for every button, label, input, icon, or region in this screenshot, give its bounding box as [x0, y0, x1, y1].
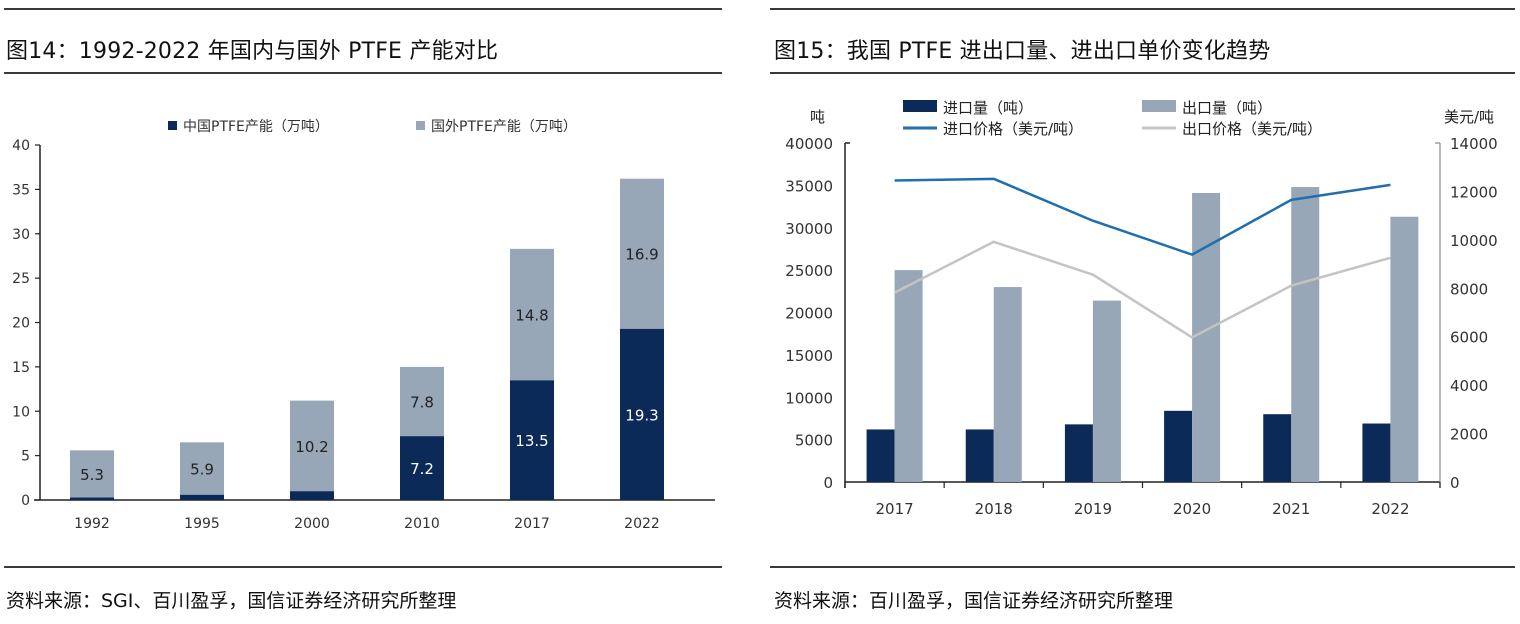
y-tick-label: 35 [12, 182, 30, 198]
bar-import-volume [1362, 423, 1391, 482]
data-label-china: 19.3 [625, 406, 658, 424]
left-axis-unit: 吨 [810, 108, 825, 126]
x-tick-label: 2017 [875, 500, 913, 518]
bar-foreign [620, 178, 664, 329]
top-rule [770, 8, 1515, 10]
bar-china [290, 491, 334, 500]
bar-china [180, 494, 224, 500]
x-tick-label: 2021 [1272, 500, 1310, 518]
legend-label: 国外PTFE产能（万吨） [431, 119, 577, 135]
right-y-tick-label: 6000 [1450, 329, 1488, 347]
bar-export-volume [1092, 300, 1121, 482]
data-label-foreign: 16.9 [625, 246, 658, 264]
left-y-tick-label: 0 [823, 474, 833, 492]
data-label-foreign: 7.8 [410, 393, 434, 411]
bar-import-volume [965, 429, 994, 482]
right-y-tick-label: 2000 [1450, 426, 1488, 444]
legend-label: 进口量（吨） [943, 99, 1033, 117]
y-tick-label: 25 [12, 271, 30, 287]
legend-swatch [168, 121, 177, 130]
right-y-tick-label: 0 [1450, 474, 1460, 492]
left-y-tick-label: 20000 [785, 305, 833, 323]
bar-china [620, 328, 664, 500]
top-rule [4, 8, 722, 10]
title-rule [770, 72, 1515, 74]
bar-import-volume [1064, 424, 1093, 482]
x-tick-label: 2019 [1074, 500, 1112, 518]
bar-foreign [180, 442, 224, 495]
bar-import-volume [866, 429, 895, 482]
x-tick-label: 1992 [74, 516, 110, 532]
data-label-foreign: 14.8 [515, 307, 548, 325]
data-label-foreign: 5.3 [80, 466, 104, 484]
figure-title: 图14：1992-2022 年国内与国外 PTFE 产能对比 [6, 39, 499, 64]
x-tick-label: 2018 [975, 500, 1013, 518]
trade-volume-price-chart: 0500010000150002000025000300003500040000… [785, 99, 1498, 518]
capacity-stacked-bar-chart: 0 5 10 15 20 25 30 35 40 中国PTFE产能（万吨） 国外PTFE产能（万吨）… [12, 119, 715, 532]
left-y-tick-label: 40000 [785, 135, 833, 153]
legend-label: 进口价格（美元/吨） [943, 120, 1083, 138]
x-tick-label: 1995 [184, 516, 220, 532]
figure-source: 资料来源：百川盈孚，国信证券经济研究所整理 [774, 590, 1174, 612]
x-tick-label: 2000 [294, 516, 330, 532]
left-y-tick-label: 15000 [785, 347, 833, 365]
bar-china [510, 380, 554, 500]
x-tick-label: 2020 [1173, 500, 1211, 518]
data-label-foreign: 5.9 [190, 460, 214, 478]
data-label-china: 7.2 [410, 460, 434, 478]
bottom-rule [770, 566, 1515, 568]
bar-export-volume [993, 287, 1022, 482]
left-y-tick-label: 25000 [785, 262, 833, 280]
bar-china [70, 497, 114, 500]
bar-china [400, 436, 444, 500]
right-y-tick-label: 14000 [1450, 135, 1498, 153]
bar-export-volume [1291, 187, 1320, 482]
left-y-tick-label: 35000 [785, 177, 833, 195]
y-tick-label: 20 [12, 316, 30, 332]
left-y-tick-label: 30000 [785, 220, 833, 238]
legend-label: 出口量（吨） [1182, 99, 1272, 117]
bar-export-volume [1390, 216, 1419, 483]
right-y-tick-label: 12000 [1450, 183, 1498, 201]
y-tick-label: 10 [12, 404, 30, 420]
y-tick-label: 40 [12, 138, 30, 154]
left-y-tick-label: 5000 [795, 432, 833, 450]
figure-source: 资料来源：SGI、百川盈孚，国信证券经济研究所整理 [6, 590, 457, 612]
bar-import-volume [1164, 410, 1193, 482]
y-tick-label: 30 [12, 227, 30, 243]
legend-label: 中国PTFE产能（万吨） [183, 119, 329, 135]
legend-swatch [903, 100, 937, 112]
bar-foreign [510, 248, 554, 381]
bar-export-volume [894, 270, 923, 482]
export-price-line [894, 240, 1391, 339]
x-tick-label: 2022 [1371, 500, 1409, 518]
right-y-tick-label: 4000 [1450, 377, 1488, 395]
title-rule [4, 72, 722, 74]
bar-foreign [400, 366, 444, 437]
bar-export-volume [1192, 193, 1221, 482]
legend-swatch [416, 121, 425, 130]
right-axis-unit: 美元/吨 [1444, 108, 1494, 126]
legend-swatch [1142, 100, 1176, 112]
figure-title: 图15：我国 PTFE 进出口量、进出口单价变化趋势 [774, 39, 1271, 64]
right-y-tick-label: 8000 [1450, 280, 1488, 298]
y-tick-label: 5 [21, 449, 30, 465]
x-tick-label: 2017 [514, 516, 550, 532]
left-y-tick-label: 10000 [785, 389, 833, 407]
x-tick-label: 2022 [624, 516, 660, 532]
data-label-foreign: 10.2 [295, 438, 328, 456]
y-tick-label: 0 [21, 493, 30, 509]
import-price-line [894, 177, 1391, 256]
left-figure-panel: 图14：1992-2022 年国内与国外 PTFE 产能对比 0 5 10 15 20 2… [0, 0, 730, 624]
bottom-rule [4, 566, 722, 568]
right-y-tick-label: 10000 [1450, 232, 1498, 250]
right-figure-panel: 图15：我国 PTFE 进出口量、进出口单价变化趋势 0 5000 10000 150… [760, 0, 1520, 624]
bar-foreign [290, 400, 334, 492]
x-tick-label: 2010 [404, 516, 440, 532]
y-tick-label: 15 [12, 360, 30, 376]
data-label-china: 13.5 [515, 432, 548, 450]
legend-label: 出口价格（美元/吨） [1182, 120, 1322, 138]
bar-import-volume [1263, 414, 1292, 482]
bar-foreign [70, 450, 114, 498]
